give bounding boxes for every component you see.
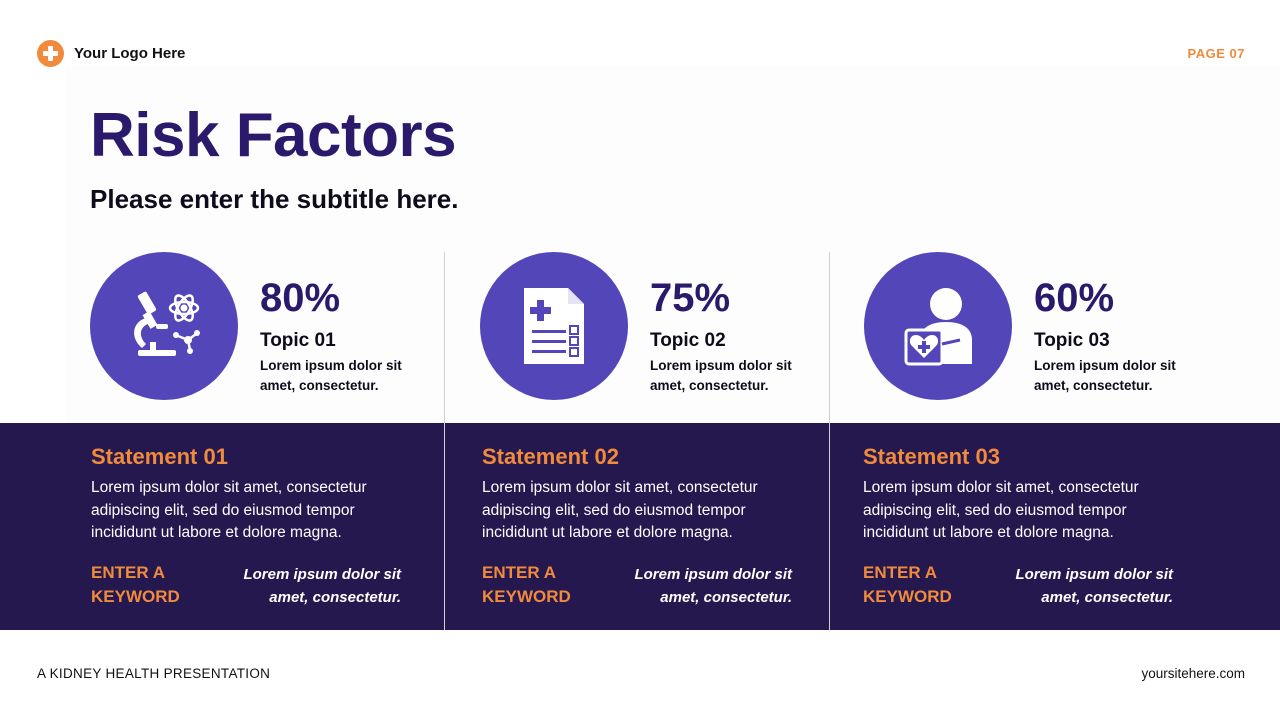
medical-report-icon — [524, 288, 584, 364]
topic-description: Lorem ipsum dolor sit amet, consectetur. — [650, 358, 792, 393]
topic-name: Topic 02 — [650, 330, 726, 351]
topic-icon-circle — [864, 252, 1012, 400]
topic-percent: 75% — [650, 276, 731, 320]
topic-name: Topic 03 — [1034, 330, 1110, 351]
footer-presentation-name: A KIDNEY HEALTH PRESENTATION — [37, 666, 271, 681]
person-heart-card-icon — [904, 288, 972, 366]
topic-description: Lorem ipsum dolor sit amet, consectetur. — [1034, 358, 1176, 393]
statement-title: Statement 03 — [863, 444, 1000, 469]
statement-body: Lorem ipsum dolor sit amet, consectetur … — [91, 479, 367, 541]
statement-note: Lorem ipsum dolor sit amet, consectetur. — [1015, 566, 1173, 606]
statement-title: Statement 01 — [91, 444, 228, 469]
statements-band — [0, 423, 1280, 630]
page-number: PAGE 07 — [1187, 46, 1245, 61]
statement-note: Lorem ipsum dolor sit amet, consectetur. — [634, 566, 792, 606]
statement-title: Statement 02 — [482, 444, 619, 469]
topic-card-3: 60% Topic 03 Lorem ipsum dolor sit amet,… — [864, 252, 1244, 422]
footer-website-link[interactable]: yoursitehere.com — [1141, 666, 1245, 681]
statement-body: Lorem ipsum dolor sit amet, consectetur … — [863, 479, 1139, 541]
topic-card-1: 80% Topic 01 Lorem ipsum dolor sit amet,… — [90, 252, 470, 422]
statement-keyword: ENTER A KEYWORD — [863, 563, 952, 606]
topic-name: Topic 01 — [260, 330, 336, 351]
column-divider — [444, 252, 445, 630]
topic-percent: 80% — [260, 276, 341, 320]
column-divider — [829, 252, 830, 630]
microscope-atom-icon — [134, 291, 200, 356]
statement-note: Lorem ipsum dolor sit amet, consectetur. — [243, 566, 401, 606]
topic-icon-circle — [90, 252, 238, 400]
statement-keyword: ENTER A KEYWORD — [482, 563, 571, 606]
logo[interactable]: Your Logo Here — [37, 40, 185, 67]
slide-subtitle: Please enter the subtitle here. — [90, 184, 459, 214]
logo-text: Your Logo Here — [74, 45, 186, 62]
statement-keyword: ENTER A KEYWORD — [91, 563, 180, 606]
statement-body: Lorem ipsum dolor sit amet, consectetur … — [482, 479, 758, 541]
topic-icon-circle — [480, 252, 628, 400]
topic-percent: 60% — [1034, 276, 1115, 320]
topic-description: Lorem ipsum dolor sit amet, consectetur. — [260, 358, 402, 393]
plus-logo-icon — [37, 40, 64, 67]
slide-title: Risk Factors — [90, 101, 457, 170]
slide-background — [66, 66, 1280, 426]
topic-card-2: 75% Topic 02 Lorem ipsum dolor sit amet,… — [480, 252, 860, 422]
